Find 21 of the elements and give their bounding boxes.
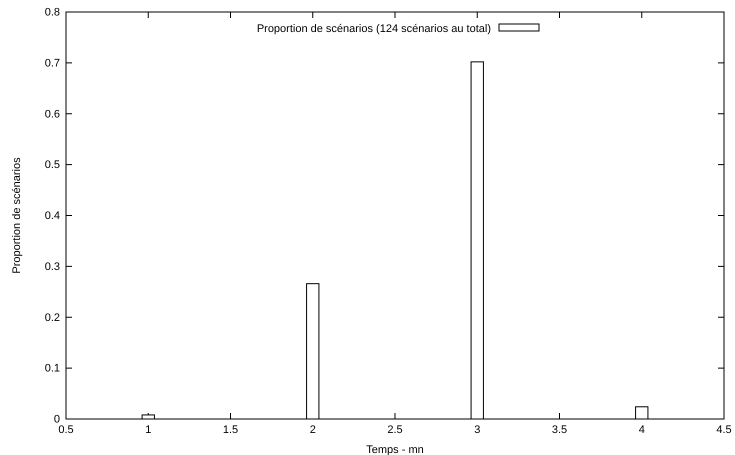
x-tick-label: 0.5 [58,424,74,436]
y-tick-label: 0.7 [44,57,60,70]
x-tick-label: 3.5 [552,424,568,436]
y-tick-label: 0.6 [44,108,60,120]
x-tick-label: 3 [474,424,480,436]
y-tick-label: 0.3 [44,260,60,273]
y-tick-label: 0.5 [44,159,60,172]
x-tick-label: 1 [145,424,152,436]
x-tick-label: 1.5 [222,424,238,436]
y-tick-label: 0.8 [44,6,60,19]
x-axis-title: Temps - mn [366,444,424,455]
legend-label: Proportion de scénarios (124 scénarios au total) [256,23,491,35]
x-tick-label: 2.5 [387,424,403,436]
x-tick-label: 2 [310,424,316,436]
y-tick-label: 0 [54,414,60,426]
y-tick-label: 0.1 [44,362,60,375]
y-axis-title: Proportion de scénarios [11,156,23,274]
y-tick-label: 0.4 [44,210,60,222]
y-tick-label: 0.2 [44,312,60,324]
x-tick-label: 4 [638,424,645,436]
x-tick-label: 4.5 [716,424,732,436]
